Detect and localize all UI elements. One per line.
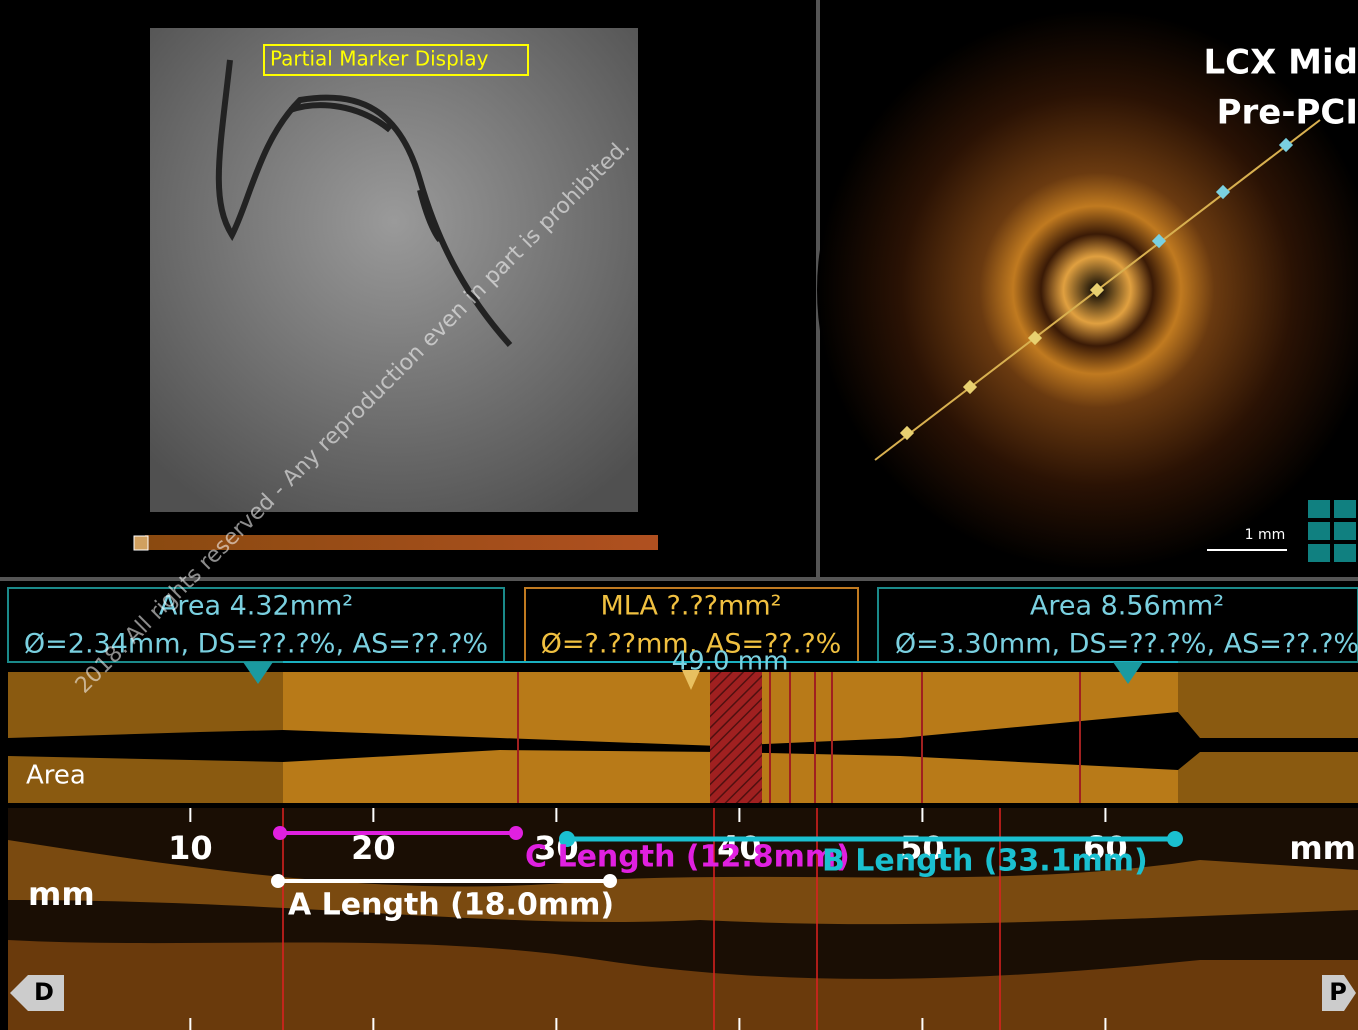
handle[interactable] [559, 831, 575, 847]
length-label: B Length (33.1mm) [822, 844, 1148, 879]
area-label: Area [26, 761, 86, 791]
lmode-band [8, 940, 1358, 1030]
vessel [215, 59, 513, 347]
stage-label: Pre-PCI [1217, 93, 1358, 133]
axis: 10 20 30 40 50 60 [168, 808, 1128, 1030]
measure-area: Area 4.32mm² [159, 591, 353, 622]
measure-area: Area 8.56mm² [1030, 591, 1224, 622]
unit-label: mm [28, 875, 95, 913]
lmode-band [8, 840, 1358, 925]
measure-detail: Ø=3.30mm, DS=??.?%, AS=??.?% [895, 629, 1358, 660]
angiogram-image [150, 28, 638, 512]
oct-image [817, 10, 1358, 570]
length-label: A Length (18.0mm) [288, 888, 614, 923]
overlay-label: Partial Marker Display [270, 47, 489, 71]
length-label: C Length (12.8mm) [525, 840, 850, 875]
x-tick-label: 50 [900, 829, 945, 867]
frame-slider[interactable] [133, 535, 149, 551]
measure-box [7, 587, 505, 663]
measure-detail: Ø=2.34mm, DS=??.?%, AS=??.?% [24, 629, 488, 660]
measure-box [877, 587, 1358, 663]
markers [1151, 137, 1294, 249]
scale-label: 1 mm [1245, 527, 1286, 543]
handle[interactable] [1167, 831, 1183, 847]
handle[interactable] [509, 826, 523, 840]
distal-button[interactable] [10, 975, 64, 1011]
handle[interactable] [603, 874, 617, 888]
frame-bar [145, 535, 658, 550]
frame-lines [517, 672, 1081, 803]
proximal-label: P [1329, 978, 1347, 1006]
measure-area: MLA ?.??mm² [600, 591, 781, 622]
overlay-box [263, 44, 529, 76]
handle[interactable] [271, 874, 285, 888]
measure-detail: Ø=?.??mm, AS=??.?% [541, 629, 842, 660]
measure-box [524, 587, 859, 663]
x-tick-label: 60 [1083, 829, 1128, 867]
unit-label: mm [1289, 829, 1356, 867]
segment-length: 49.0 mm [672, 647, 789, 677]
distal-label: D [34, 978, 54, 1006]
mla-marker[interactable] [682, 670, 700, 690]
area-profile [8, 712, 1358, 770]
cut-lines [282, 808, 1001, 1030]
handle[interactable] [273, 826, 287, 840]
mla-region [710, 672, 762, 803]
proximal-button[interactable] [1322, 975, 1356, 1011]
x-tick-label: 10 [168, 829, 213, 867]
vessel-label: LCX Mid [1204, 43, 1358, 83]
x-tick-label: 40 [717, 829, 762, 867]
x-tick-label: 20 [351, 829, 396, 867]
markers [899, 282, 1105, 441]
layout-icon[interactable] [1308, 500, 1356, 562]
